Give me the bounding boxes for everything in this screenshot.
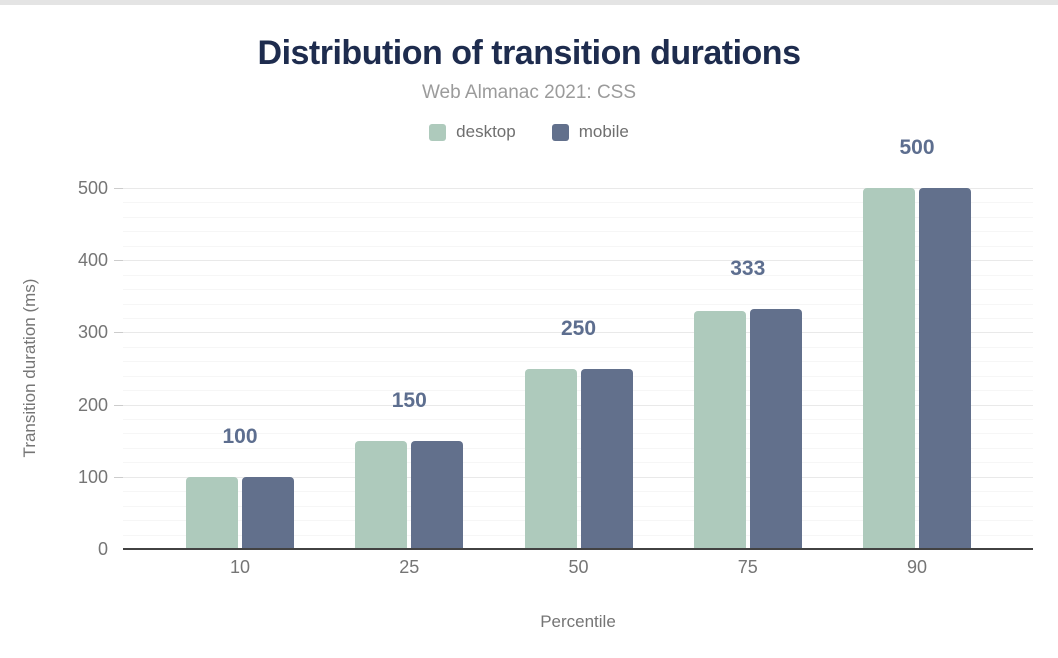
legend-item-desktop[interactable]: desktop bbox=[429, 122, 516, 142]
legend-label: mobile bbox=[578, 122, 629, 141]
data-label-p50: 250 bbox=[560, 316, 597, 340]
gridline-minor bbox=[123, 303, 1033, 305]
gridline-minor bbox=[123, 520, 1033, 522]
bar-desktop-p10[interactable] bbox=[186, 476, 238, 549]
y-tick-mark-100 bbox=[114, 476, 123, 478]
bar-desktop-p75[interactable] bbox=[693, 310, 746, 549]
gridline-minor bbox=[123, 346, 1033, 348]
data-label-p75: 333 bbox=[730, 256, 766, 280]
gridline-minor bbox=[123, 289, 1033, 291]
legend: desktop mobile bbox=[0, 122, 1058, 142]
gridline-minor bbox=[123, 462, 1033, 464]
gridline-minor bbox=[123, 216, 1033, 218]
x-tick-label-90: 90 bbox=[906, 557, 928, 577]
y-tick-label-400: 400 bbox=[77, 250, 108, 271]
y-tick-label-200: 200 bbox=[77, 394, 108, 415]
data-label-p25: 150 bbox=[391, 388, 427, 412]
gridline-minor bbox=[123, 505, 1033, 507]
bar-mobile-p90[interactable] bbox=[919, 188, 971, 549]
legend-swatch-mobile bbox=[551, 123, 569, 141]
gridline-minor bbox=[123, 390, 1033, 392]
legend-swatch-desktop bbox=[429, 123, 447, 141]
bar-desktop-p90[interactable] bbox=[863, 188, 915, 549]
legend-item-mobile[interactable]: mobile bbox=[551, 122, 629, 142]
gridline-major bbox=[123, 404, 1033, 406]
chart-subtitle: Web Almanac 2021: CSS bbox=[421, 82, 637, 103]
gridline-major bbox=[123, 476, 1033, 478]
bar-mobile-p25[interactable] bbox=[411, 440, 464, 549]
y-tick-label-300: 300 bbox=[77, 322, 108, 343]
plot-area: 100 150 250 333 500 bbox=[123, 136, 1033, 549]
data-label-p10: 100 bbox=[222, 424, 258, 448]
y-tick-label-500: 500 bbox=[77, 178, 108, 198]
gridline-minor bbox=[123, 375, 1033, 377]
bar-mobile-p10[interactable] bbox=[242, 476, 294, 549]
gridline-minor bbox=[123, 361, 1033, 363]
y-tick-mark-500 bbox=[114, 188, 123, 189]
gridline-minor bbox=[123, 534, 1033, 536]
gridline-minor bbox=[123, 231, 1033, 233]
bar-desktop-p50[interactable] bbox=[524, 368, 577, 549]
gridline-major bbox=[123, 260, 1033, 262]
bar-mobile-p75[interactable] bbox=[749, 308, 802, 549]
gridline-minor bbox=[123, 491, 1033, 493]
gridline-minor bbox=[123, 202, 1033, 204]
gridline-minor bbox=[123, 317, 1033, 319]
x-axis-line bbox=[123, 548, 1033, 550]
gridline-minor bbox=[123, 447, 1033, 449]
bar-mobile-p50[interactable] bbox=[580, 368, 633, 549]
x-axis-title: Percentile bbox=[540, 612, 616, 631]
y-tick-mark-400 bbox=[114, 260, 123, 262]
y-tick-mark-200 bbox=[114, 404, 123, 406]
chart-title: Distribution of transition durations bbox=[257, 34, 801, 72]
x-tick-label-50: 50 bbox=[568, 557, 589, 577]
x-tick-label-25: 25 bbox=[399, 557, 420, 577]
bar-desktop-p25[interactable] bbox=[355, 440, 408, 549]
y-tick-mark-300 bbox=[114, 332, 123, 334]
gridline-major bbox=[123, 188, 1033, 189]
x-tick-label-75: 75 bbox=[737, 557, 758, 577]
gridline-minor bbox=[123, 274, 1033, 276]
gridline-minor bbox=[123, 245, 1033, 247]
gridline-major bbox=[123, 332, 1033, 334]
data-label-p90: 500 bbox=[899, 136, 935, 159]
gridline-minor bbox=[123, 433, 1033, 435]
legend-label: desktop bbox=[456, 122, 516, 141]
y-tick-label-0: 0 bbox=[97, 539, 108, 559]
x-tick-label-10: 10 bbox=[229, 557, 251, 577]
top-divider bbox=[0, 0, 1058, 5]
y-tick-label-100: 100 bbox=[77, 466, 108, 487]
gridline-minor bbox=[123, 419, 1033, 421]
